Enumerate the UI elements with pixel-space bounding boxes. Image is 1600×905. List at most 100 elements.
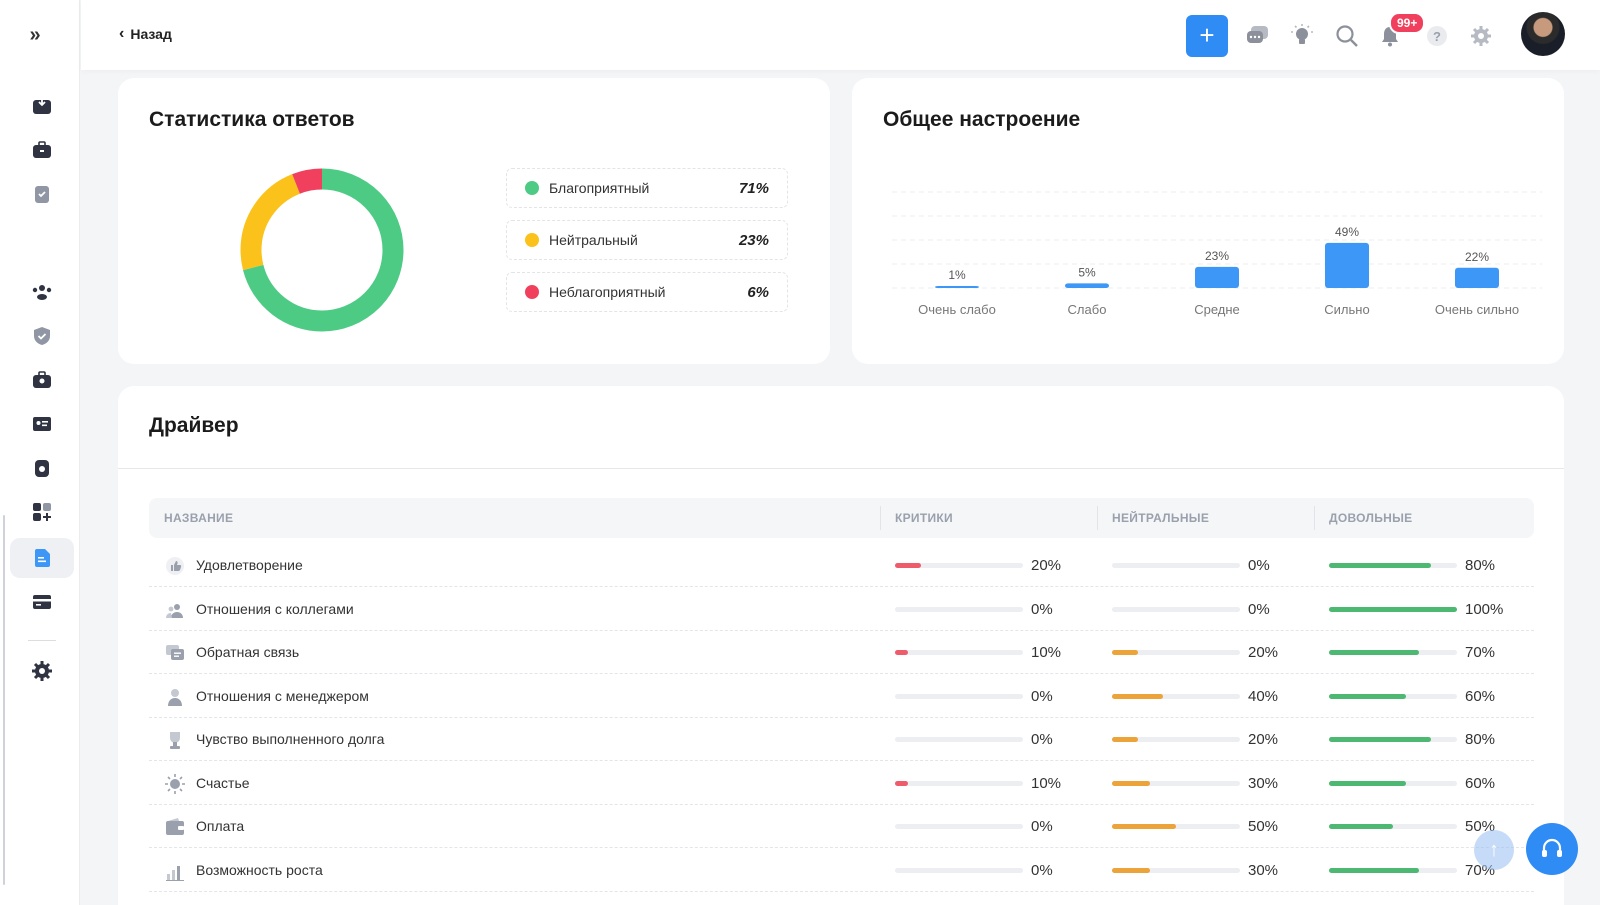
- critics-bar: [895, 868, 1023, 873]
- mood-bar: [1195, 266, 1239, 288]
- sidebar-item-portfolio[interactable]: [10, 360, 74, 400]
- gear-icon: [32, 661, 52, 681]
- satisfied-bar: [1329, 737, 1457, 742]
- col-critics-header: КРИТИКИ: [895, 511, 953, 525]
- mood-bar-value: 5%: [1078, 265, 1096, 279]
- chat-icon[interactable]: [1245, 23, 1271, 49]
- table-row[interactable]: Отношения с менеджером 0% 40% 60%: [149, 675, 1534, 718]
- critics-bar: [895, 781, 1023, 786]
- mood-bar: [1065, 283, 1109, 288]
- critics-percent: 10%: [1031, 775, 1062, 792]
- unfavorable-dot: [525, 285, 539, 299]
- sidebar-item-team[interactable]: [10, 272, 74, 312]
- mood-bar-value: 49%: [1335, 225, 1359, 239]
- satisfied-bar: [1329, 650, 1457, 655]
- satisfied-bar-fill: [1329, 607, 1457, 612]
- expand-sidebar-icon[interactable]: »: [29, 24, 41, 46]
- satisfied-percent: 80%: [1465, 557, 1496, 574]
- table-row[interactable]: Отношения с коллегами 0% 0% 100%: [149, 588, 1534, 631]
- critics-percent: 0%: [1031, 688, 1053, 705]
- table-row[interactable]: Обратная связь 10% 20% 70%: [149, 631, 1534, 674]
- thumbs-up-icon: [166, 557, 184, 575]
- neutral-percent: 0%: [1248, 601, 1270, 618]
- mood-category-label: Очень слабо: [918, 302, 996, 317]
- lightbulb-icon[interactable]: [1289, 23, 1315, 49]
- neutral-percent: 30%: [1248, 775, 1279, 792]
- donut-slice-2: [240, 168, 404, 332]
- critics-percent: 10%: [1031, 644, 1062, 661]
- sidebar-scrollbar[interactable]: [3, 515, 5, 885]
- critics-bar: [895, 650, 1023, 655]
- mood-bar-value: 22%: [1465, 250, 1489, 264]
- team-icon: [32, 285, 52, 300]
- row-name: Возможность роста: [196, 862, 323, 878]
- sidebar-item-surveys[interactable]: [10, 538, 74, 578]
- row-name: Отношения с коллегами: [196, 601, 354, 617]
- sidebar-item-profiles[interactable]: [10, 404, 74, 444]
- apps-add-icon: [33, 503, 51, 521]
- critics-bar: [895, 563, 1023, 568]
- neutral-bar: [1112, 781, 1240, 786]
- table-row[interactable]: Счастье 10% 30% 60%: [149, 762, 1534, 805]
- response-stats-title: Статистика ответов: [149, 108, 355, 131]
- driver-title: Драйвер: [149, 414, 239, 437]
- people-icon: [166, 604, 183, 618]
- table-row[interactable]: Возможность роста 0% 30% 70%: [149, 849, 1534, 892]
- sidebar-item-tasks[interactable]: [10, 174, 74, 214]
- help-icon[interactable]: ?: [1424, 23, 1450, 49]
- user-avatar[interactable]: [1521, 12, 1565, 56]
- sidebar-item-settings[interactable]: [10, 651, 74, 691]
- sidebar-item-billing[interactable]: [10, 582, 74, 622]
- mood-category-label: Слабо: [1068, 302, 1107, 317]
- mood-bar: [1325, 242, 1369, 288]
- neutral-percent: 50%: [1248, 818, 1279, 835]
- neutral-bar-fill: [1112, 824, 1176, 829]
- search-icon[interactable]: [1334, 23, 1360, 49]
- shield-icon: [34, 327, 50, 345]
- mood-bar-value: 1%: [948, 268, 966, 282]
- neutral-percent: 20%: [1248, 644, 1279, 661]
- legend-label: Нейтральный: [549, 232, 638, 248]
- legend-value: 6%: [747, 283, 769, 301]
- top-header: ‹ Назад + 99+ ?: [81, 0, 1600, 70]
- briefcase-star-icon: [33, 371, 51, 388]
- table-row[interactable]: Чувство выполненного долга 0% 20% 80%: [149, 718, 1534, 761]
- satisfied-bar-fill: [1329, 563, 1432, 568]
- col-separator: [880, 506, 881, 530]
- sidebar-item-awards[interactable]: [10, 448, 74, 488]
- sidebar: »: [0, 0, 80, 905]
- settings-gear-icon[interactable]: [1468, 23, 1494, 49]
- mood-category-label: Средне: [1194, 302, 1240, 317]
- critics-bar: [895, 694, 1023, 699]
- mood-bar-chart: 1% Очень слабо 5% Слабо 23% Средне 49% Сильно 22…: [892, 191, 1542, 317]
- response-donut-chart: [240, 168, 404, 332]
- favorable-dot: [525, 181, 539, 195]
- wallet-icon: [166, 818, 184, 835]
- svg-text:?: ?: [1433, 29, 1441, 44]
- table-row[interactable]: Удовлетворение 20% 0% 80%: [149, 544, 1534, 587]
- mood-bar-value: 23%: [1205, 249, 1229, 263]
- sidebar-item-security[interactable]: [10, 316, 74, 356]
- mood-card: Общее настроение 1% Очень слабо 5% Слабо 23%…: [852, 78, 1564, 364]
- chevron-left-icon: ‹: [119, 25, 125, 42]
- neutral-bar: [1112, 563, 1240, 568]
- sidebar-item-inbox[interactable]: [10, 86, 74, 126]
- critics-bar: [895, 607, 1023, 612]
- headset-icon: [1542, 838, 1562, 857]
- sidebar-item-apps[interactable]: [10, 492, 74, 532]
- table-row[interactable]: Оплата 0% 50% 50%: [149, 805, 1534, 848]
- satisfied-bar: [1329, 563, 1457, 568]
- support-button[interactable]: [1526, 823, 1578, 875]
- satisfied-bar-fill: [1329, 737, 1432, 742]
- scroll-to-top-button[interactable]: ↑: [1474, 830, 1514, 870]
- satisfied-bar-fill: [1329, 694, 1406, 699]
- critics-percent: 0%: [1031, 862, 1053, 879]
- satisfied-bar: [1329, 868, 1457, 873]
- neutral-bar-fill: [1112, 694, 1164, 699]
- satisfied-bar-fill: [1329, 868, 1419, 873]
- row-name: Удовлетворение: [196, 557, 303, 573]
- donut-slice-1: [240, 168, 404, 332]
- back-link[interactable]: ‹ Назад: [119, 25, 172, 43]
- sidebar-item-jobs[interactable]: [10, 130, 74, 170]
- add-button[interactable]: +: [1186, 15, 1228, 57]
